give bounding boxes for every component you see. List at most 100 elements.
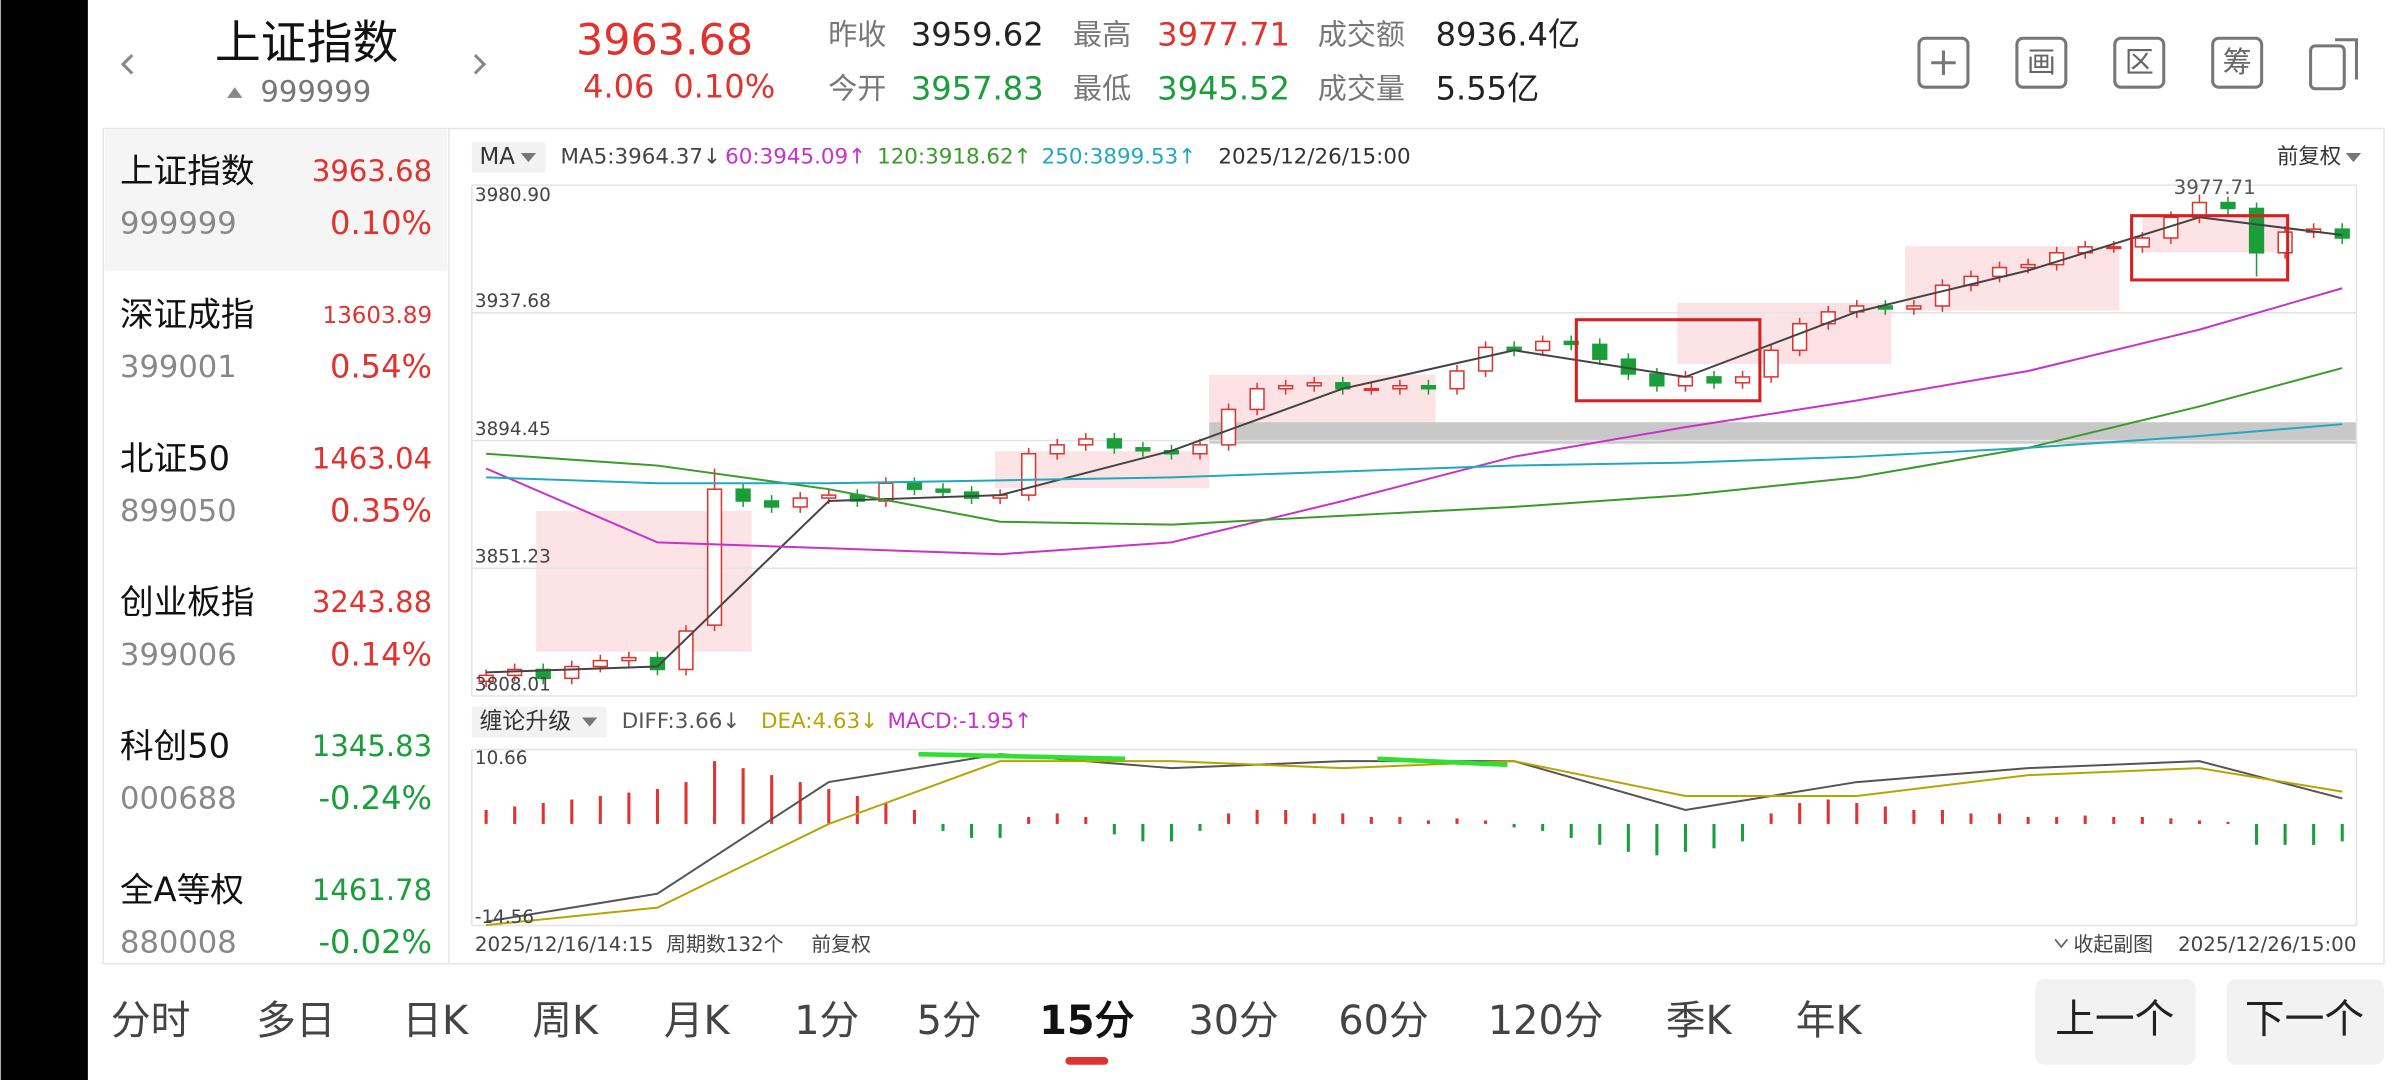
- title: 上证指数: [215, 15, 399, 69]
- up-icon: [227, 87, 243, 98]
- candle-body: [1535, 340, 1551, 352]
- y-tick-label: 3894.45: [475, 419, 551, 440]
- indicator-box[interactable]: [471, 706, 607, 738]
- candle-body: [678, 630, 694, 671]
- line: [486, 423, 2343, 485]
- indicator-box[interactable]: [471, 142, 546, 173]
- legend-entry: MACD:-1.95↑: [887, 709, 1032, 734]
- legend-entry: 250:3899.53↑: [1042, 145, 1197, 170]
- stat-label: 最高: [1073, 18, 1131, 52]
- tool-label: 区: [2125, 45, 2154, 79]
- candle-body: [1278, 384, 1294, 390]
- line: [486, 760, 2343, 927]
- legend-entry: DEA:4.63↓: [761, 709, 878, 734]
- index-pct: 0.10%: [330, 204, 432, 242]
- candle-body: [1592, 343, 1608, 360]
- candle-body: [1363, 387, 1379, 392]
- index-name: 北证50: [120, 439, 230, 478]
- tab[interactable]: 周K: [532, 998, 599, 1044]
- candle-body: [792, 497, 808, 508]
- tab[interactable]: 季K: [1666, 998, 1733, 1044]
- stat-value: 3959.62: [911, 16, 1044, 54]
- tab[interactable]: 日K: [402, 998, 469, 1044]
- index-name: 创业板指: [120, 583, 255, 622]
- button[interactable]: 下一个: [2245, 996, 2364, 1042]
- plot: [471, 142, 2362, 1065]
- line: [485, 753, 2343, 923]
- phone-icon[interactable]: [2309, 44, 2346, 91]
- index-name: 上证指数: [120, 151, 255, 190]
- price: 3963.68: [576, 15, 753, 65]
- y-tick-label: 10.66: [475, 748, 528, 769]
- button-bg[interactable]: [2035, 979, 2196, 1065]
- y-tick-label: 3980.90: [475, 185, 551, 206]
- candle-body: [621, 656, 637, 662]
- add-icon[interactable]: [1917, 36, 1970, 89]
- button[interactable]: 上一个: [2055, 996, 2174, 1042]
- tab[interactable]: 月K: [664, 998, 731, 1044]
- highlights: [918, 751, 1508, 768]
- tab[interactable]: 30分: [1188, 998, 1278, 1044]
- candle-body: [2220, 201, 2236, 210]
- toolbar: [1917, 36, 2359, 91]
- line: [486, 367, 2343, 526]
- index-price: 1345.83: [312, 729, 432, 763]
- index-pct: 0.35%: [330, 491, 432, 529]
- index-price: 13603.89: [323, 303, 432, 329]
- candle-body: [1192, 444, 1208, 455]
- candle-body: [935, 488, 951, 493]
- candle-body: [1220, 408, 1237, 446]
- prev-arrow[interactable]: [120, 53, 134, 75]
- index-code: 899050: [120, 494, 237, 529]
- tab[interactable]: 分时: [111, 998, 191, 1044]
- timestamp: 2025/12/26/15:00: [1218, 145, 1410, 170]
- tab-underline: [1065, 1057, 1109, 1065]
- stat-value: 3945.52: [1157, 69, 1290, 107]
- y-tick-label: 3937.68: [475, 291, 551, 312]
- candle-body: [2134, 237, 2150, 248]
- tab[interactable]: 1分: [794, 998, 859, 1044]
- dropdown-icon: [2345, 152, 2362, 163]
- collapse-icon[interactable]: [2054, 938, 2069, 949]
- dropdown-icon: [581, 717, 598, 727]
- highlight: [1377, 756, 1508, 768]
- highlight: [918, 751, 1126, 762]
- tool-icon[interactable]: [2113, 36, 2166, 89]
- tab[interactable]: 120分: [1488, 998, 1604, 1044]
- tool-icon[interactable]: [2211, 36, 2264, 89]
- index-pct: 0.54%: [330, 348, 432, 386]
- code: 999999: [260, 74, 371, 108]
- candle-body: [1135, 447, 1151, 452]
- tab[interactable]: 5分: [917, 998, 982, 1044]
- tab[interactable]: 15分: [1039, 998, 1134, 1044]
- candle-body: [1477, 346, 1494, 372]
- phone-icon-part: [2335, 38, 2359, 80]
- next-arrow[interactable]: [473, 53, 487, 75]
- line: [485, 287, 2343, 556]
- footer-text: 2025/12/16/14:15: [475, 933, 654, 956]
- candle-body: [1706, 376, 1722, 384]
- candle-body: [649, 656, 666, 671]
- index-code: 399001: [120, 350, 237, 385]
- tab[interactable]: 年K: [1796, 998, 1863, 1044]
- stat-label: 成交额: [1318, 18, 1405, 52]
- tab[interactable]: 多日: [256, 998, 336, 1044]
- adjust: 前复权: [2277, 145, 2341, 170]
- index-name: 深证成指: [120, 295, 255, 334]
- button-bg[interactable]: [2226, 979, 2385, 1065]
- candle-body: [1420, 384, 1437, 390]
- candle-body: [1106, 438, 1122, 449]
- indicator: MA: [479, 144, 515, 170]
- zone: [1209, 374, 1436, 423]
- dropdown-icon: [520, 152, 537, 163]
- index-code: 000688: [120, 782, 237, 817]
- candle-body: [906, 482, 923, 490]
- candle-body: [564, 665, 580, 680]
- stat-label: 昨收: [828, 18, 886, 52]
- tab[interactable]: 60分: [1338, 998, 1428, 1044]
- candle-body: [706, 488, 723, 626]
- tool-icon[interactable]: [2015, 36, 2068, 89]
- candle-body: [592, 659, 608, 668]
